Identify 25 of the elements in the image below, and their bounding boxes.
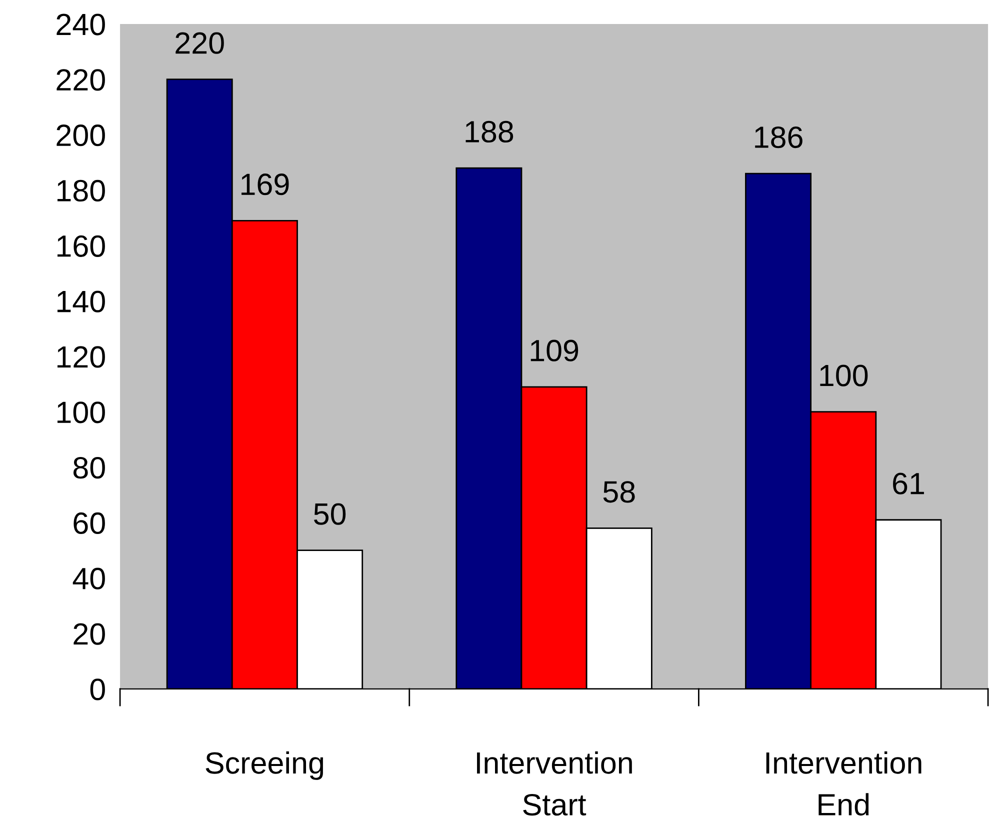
data-label: 188 xyxy=(466,120,514,143)
data-label: 61 xyxy=(893,472,924,494)
y-tick-label: 80 xyxy=(73,456,105,479)
y-tick-label: 180 xyxy=(58,180,105,202)
y-tick-label: 140 xyxy=(58,290,105,312)
y-tick-label: 0 xyxy=(90,678,105,700)
data-label: 50 xyxy=(314,503,346,525)
data-label: 58 xyxy=(603,481,635,503)
y-tick-label: 40 xyxy=(72,568,105,590)
x-tick-label: Intervention End xyxy=(766,751,922,816)
y-tick-label: 220 xyxy=(56,69,105,91)
data-label: 169 xyxy=(242,174,289,196)
y-tick-label: 120 xyxy=(58,346,105,368)
y-tick-label: 60 xyxy=(74,512,105,534)
data-label: 100 xyxy=(820,364,868,386)
x-tick-label: Screeing xyxy=(206,751,324,780)
y-tick-label: 100 xyxy=(58,402,105,424)
y-tick-label: 200 xyxy=(56,124,105,146)
data-label: 109 xyxy=(530,340,578,362)
y-tick-label: 240 xyxy=(56,14,105,36)
x-tick-label: Intervention Start xyxy=(477,751,632,816)
data-label: 220 xyxy=(176,32,224,54)
y-tick-label: 20 xyxy=(74,623,105,645)
data-label: 186 xyxy=(755,126,802,148)
y-tick-label: 160 xyxy=(58,235,105,257)
